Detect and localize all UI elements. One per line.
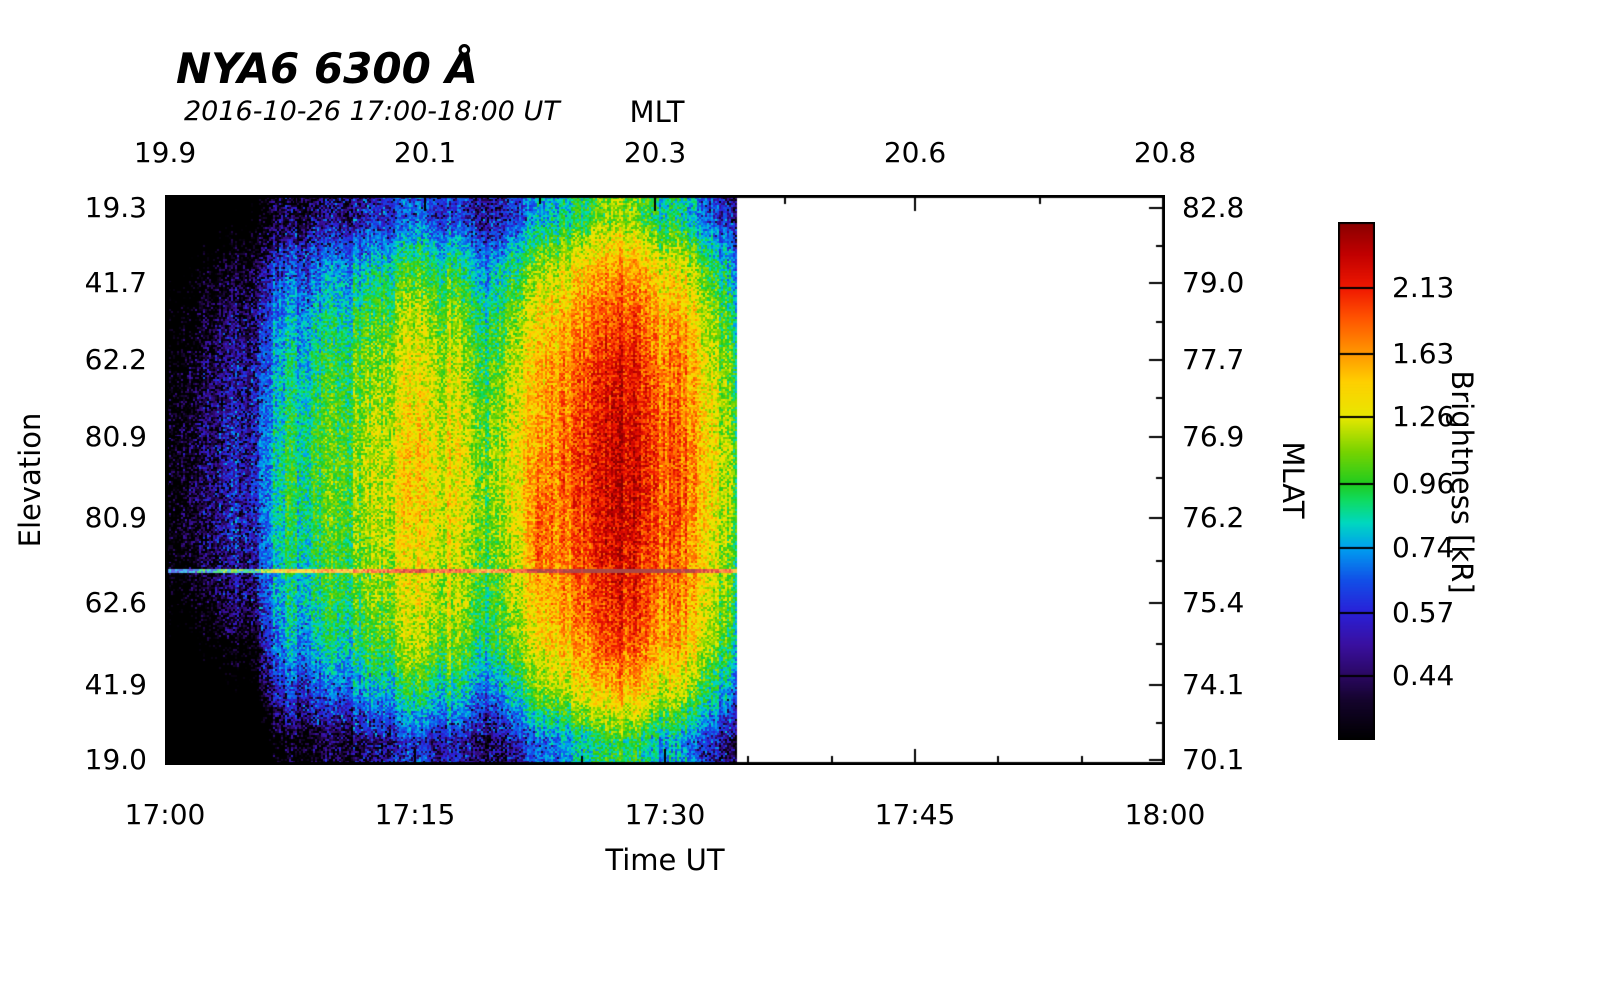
figure-subtitle: 2016-10-26 17:00-18:00 UT <box>184 96 560 127</box>
bottom-axis-title: Time UT <box>605 843 725 877</box>
time-tick-label: 17:45 <box>874 798 956 831</box>
elevation-tick-label: 62.2 <box>84 342 147 376</box>
mlat-tick-label: 82.8 <box>1182 191 1245 225</box>
colorbar-tick-label: 0.74 <box>1392 531 1455 565</box>
colorbar-tick-label: 0.44 <box>1392 659 1455 693</box>
figure-title: NYA6 6300 Å <box>176 44 478 93</box>
elevation-tick-label: 80.9 <box>84 501 147 535</box>
right-axis-title: MLAT <box>1276 441 1310 519</box>
mlat-tick-label: 76.9 <box>1182 420 1245 454</box>
mlat-tick-label: 76.2 <box>1182 501 1245 535</box>
elevation-tick-label: 19.0 <box>84 742 147 776</box>
time-tick-label: 17:15 <box>374 798 456 831</box>
colorbar-tick-label: 0.96 <box>1392 467 1455 501</box>
time-tick-label: 17:30 <box>624 798 706 831</box>
heatmap-plot <box>165 195 1165 765</box>
mlt-tick-label: 19.9 <box>133 136 197 169</box>
elevation-tick-label: 41.9 <box>84 668 147 702</box>
time-tick-label: 17:00 <box>124 798 206 831</box>
colorbar-tick-label: 0.57 <box>1392 595 1455 629</box>
elevation-tick-label: 19.3 <box>84 191 147 225</box>
colorbar-tick-label: 1.63 <box>1392 336 1455 370</box>
elevation-tick-label: 41.7 <box>84 266 147 300</box>
colorbar-tick-label: 1.26 <box>1392 400 1455 434</box>
mlat-tick-label: 70.1 <box>1182 742 1245 776</box>
left-axis-title: Elevation <box>13 412 47 548</box>
elevation-tick-label: 80.9 <box>84 420 147 454</box>
mlt-tick-label: 20.3 <box>623 136 687 169</box>
mlat-tick-label: 77.7 <box>1182 342 1245 376</box>
mlt-tick-label: 20.1 <box>393 136 457 169</box>
colorbar-tick-label: 2.13 <box>1392 270 1455 304</box>
top-axis-title: MLT <box>629 95 685 129</box>
colorbar <box>1338 222 1375 740</box>
time-tick-label: 18:00 <box>1124 798 1206 831</box>
mlat-tick-label: 75.4 <box>1182 586 1245 620</box>
elevation-tick-label: 62.6 <box>84 586 147 620</box>
mlt-tick-label: 20.8 <box>1133 136 1197 169</box>
mlat-tick-label: 79.0 <box>1182 266 1245 300</box>
mlat-tick-label: 74.1 <box>1182 668 1245 702</box>
mlt-tick-label: 20.6 <box>883 136 947 169</box>
